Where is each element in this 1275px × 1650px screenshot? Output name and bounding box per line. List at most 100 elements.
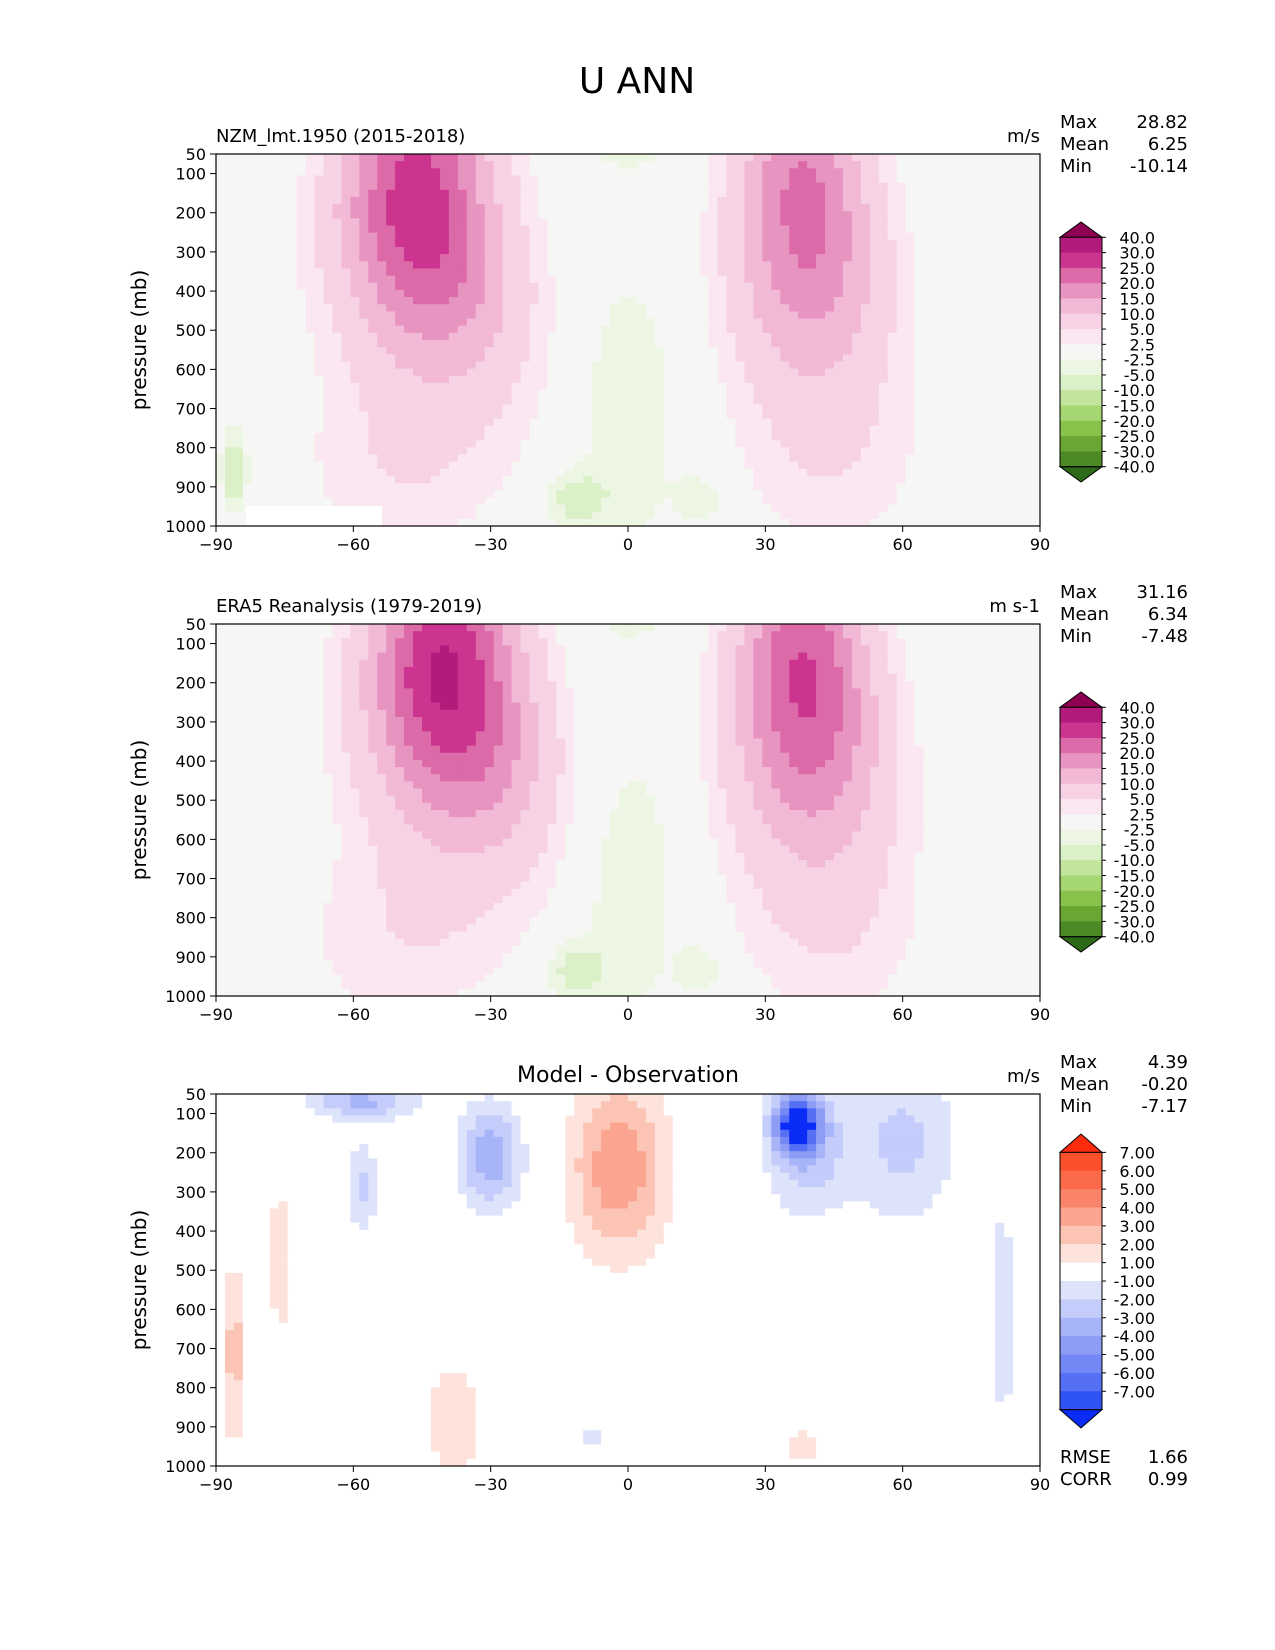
contour-cell bbox=[260, 175, 271, 184]
contour-cell bbox=[269, 247, 280, 255]
contour-cell bbox=[457, 318, 468, 327]
contour-cell bbox=[654, 425, 665, 434]
contour-cell bbox=[314, 483, 325, 491]
contour-cell bbox=[1031, 318, 1041, 327]
contour-cell bbox=[359, 347, 369, 355]
contour-cell bbox=[959, 390, 969, 398]
contour-cell bbox=[278, 254, 289, 262]
contour-cell bbox=[1013, 318, 1023, 327]
contour-cell bbox=[287, 483, 298, 491]
contour-cell bbox=[1013, 468, 1023, 477]
contour-cell bbox=[798, 624, 808, 632]
contour-cell bbox=[1013, 196, 1023, 205]
contour-cell bbox=[986, 404, 996, 413]
contour-cell bbox=[1031, 175, 1041, 184]
contour-cell bbox=[807, 504, 817, 513]
contour-cell bbox=[878, 368, 889, 377]
contour-cell bbox=[619, 404, 629, 413]
contour-cell bbox=[878, 196, 889, 205]
contour-cell bbox=[690, 182, 701, 191]
contour-cell bbox=[816, 440, 826, 448]
contour-cell bbox=[404, 454, 414, 463]
contour-cell bbox=[869, 404, 880, 413]
contour-cell bbox=[529, 368, 540, 377]
contour-cell bbox=[502, 297, 513, 305]
contour-cell bbox=[619, 232, 629, 241]
contour-cell bbox=[860, 375, 871, 384]
contour-cell bbox=[260, 475, 271, 484]
contour-cell bbox=[672, 347, 683, 355]
contour-cell bbox=[422, 182, 432, 191]
contour-cell bbox=[807, 161, 817, 169]
contour-cell bbox=[610, 518, 620, 527]
contour-cell bbox=[269, 225, 280, 234]
contour-cell bbox=[216, 624, 226, 632]
contour-cell bbox=[1022, 447, 1032, 456]
contour-cell bbox=[305, 497, 316, 506]
contour-cell bbox=[377, 196, 387, 205]
contour-cell bbox=[914, 282, 925, 291]
contour-cell bbox=[1013, 332, 1023, 341]
contour-cell bbox=[368, 375, 378, 384]
contour-cell bbox=[726, 189, 737, 198]
contour-cell bbox=[233, 631, 244, 639]
contour-cell bbox=[314, 390, 325, 398]
contour-cell bbox=[735, 390, 746, 398]
contour-cell bbox=[654, 311, 665, 320]
contour-cell bbox=[834, 404, 844, 413]
contour-cell bbox=[233, 168, 244, 177]
contour-cell bbox=[636, 390, 647, 398]
contour-cell bbox=[314, 624, 325, 632]
contour-cell bbox=[574, 368, 584, 377]
contour-cell bbox=[404, 261, 414, 270]
contour-cell bbox=[538, 340, 548, 348]
contour-cell bbox=[413, 454, 423, 463]
contour-cell bbox=[995, 204, 1005, 212]
contour-cell bbox=[834, 297, 844, 305]
contour-cell bbox=[422, 239, 432, 248]
contour-cell bbox=[905, 340, 916, 348]
contour-cell bbox=[386, 218, 396, 227]
contour-cell bbox=[610, 418, 620, 427]
contour-cell bbox=[869, 440, 880, 448]
contour-cell bbox=[681, 239, 692, 248]
contour-cell bbox=[1013, 368, 1023, 377]
contour-cell bbox=[690, 483, 701, 491]
contour-cell bbox=[466, 347, 477, 355]
contour-cell bbox=[995, 468, 1005, 477]
contour-cell bbox=[744, 468, 754, 477]
contour-cell bbox=[645, 454, 656, 463]
contour-cell bbox=[386, 340, 396, 348]
contour-cell bbox=[323, 404, 334, 413]
contour-cell bbox=[816, 161, 826, 169]
contour-cell bbox=[995, 511, 1005, 520]
contour-cell bbox=[950, 461, 960, 470]
contour-cell bbox=[493, 490, 504, 498]
contour-cell bbox=[404, 225, 414, 234]
contour-cell bbox=[995, 340, 1005, 348]
contour-cell bbox=[762, 247, 772, 255]
contour-cell bbox=[950, 504, 960, 513]
contour-cell bbox=[1031, 447, 1041, 456]
contour-cell bbox=[404, 154, 414, 162]
contour-cell bbox=[636, 340, 647, 348]
contour-cell bbox=[860, 154, 871, 162]
contour-cell bbox=[798, 254, 808, 262]
contour-cell bbox=[923, 311, 934, 320]
contour-cell bbox=[565, 204, 575, 212]
contour-cell bbox=[413, 289, 423, 298]
contour-cell bbox=[601, 375, 611, 384]
contour-cell bbox=[968, 161, 978, 169]
contour-cell bbox=[574, 168, 584, 177]
contour-cell bbox=[224, 425, 235, 434]
contour-cell bbox=[869, 497, 880, 506]
contour-cell bbox=[386, 440, 396, 448]
contour-cell bbox=[278, 497, 289, 506]
contour-cell bbox=[753, 483, 763, 491]
contour-cell bbox=[663, 497, 674, 506]
contour-cell bbox=[977, 624, 987, 632]
contour-cell bbox=[323, 375, 334, 384]
contour-cell bbox=[851, 475, 862, 484]
contour-cell bbox=[448, 454, 459, 463]
contour-cell bbox=[816, 347, 826, 355]
